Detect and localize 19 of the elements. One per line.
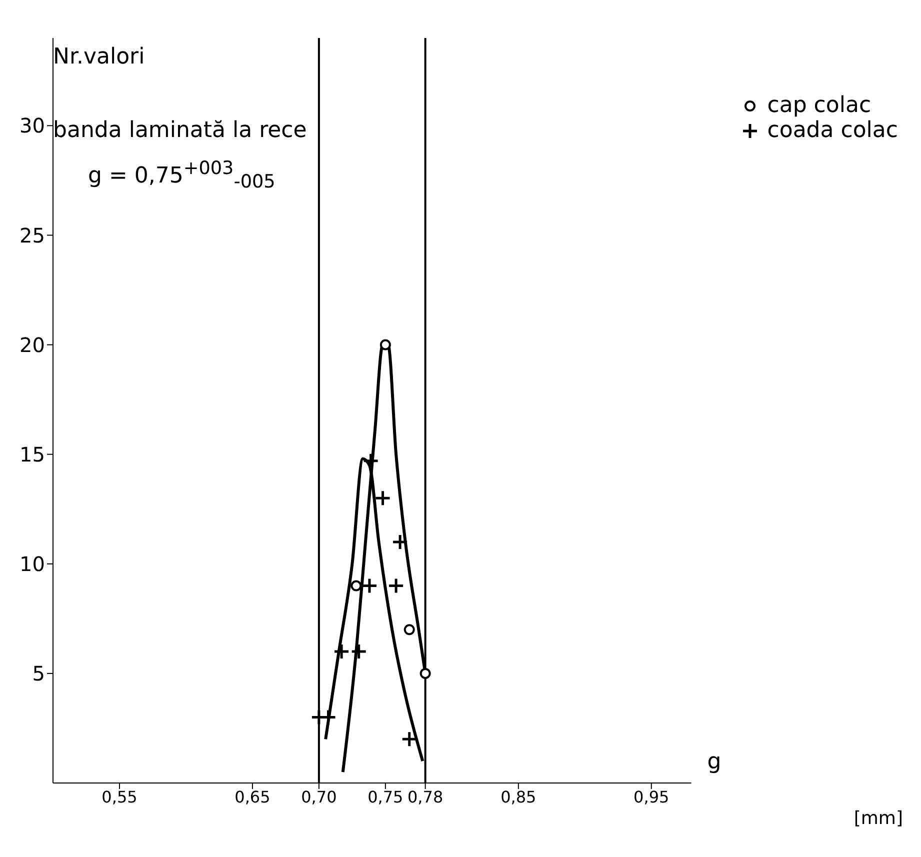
x-tick-label: 0,65 [234, 787, 270, 806]
x-tick-label: 0,95 [634, 787, 670, 806]
legend-label: cap colac [767, 93, 872, 118]
legend-label: coada colac [767, 118, 898, 143]
y-tick-label: 10 [20, 552, 45, 576]
y-tick-label: 30 [20, 114, 45, 138]
y-axis-title: Nr.valori [53, 44, 145, 70]
x-tick-label: 0,78 [408, 787, 444, 806]
y-tick-label: 5 [32, 662, 45, 686]
x-tick-label: 0,85 [500, 787, 536, 806]
x-tick-label: 0,70 [301, 787, 337, 806]
x-tick-label: 0,55 [102, 787, 138, 806]
text: banda laminată la rece [53, 118, 307, 143]
y-tick-label: 15 [20, 442, 45, 466]
x-axis-title: g [707, 750, 722, 775]
y-tick-label: 25 [20, 223, 45, 248]
text: [mm] [854, 808, 903, 829]
y-tick-label: 20 [20, 332, 45, 357]
x-tick-label: 0,75 [368, 787, 404, 806]
